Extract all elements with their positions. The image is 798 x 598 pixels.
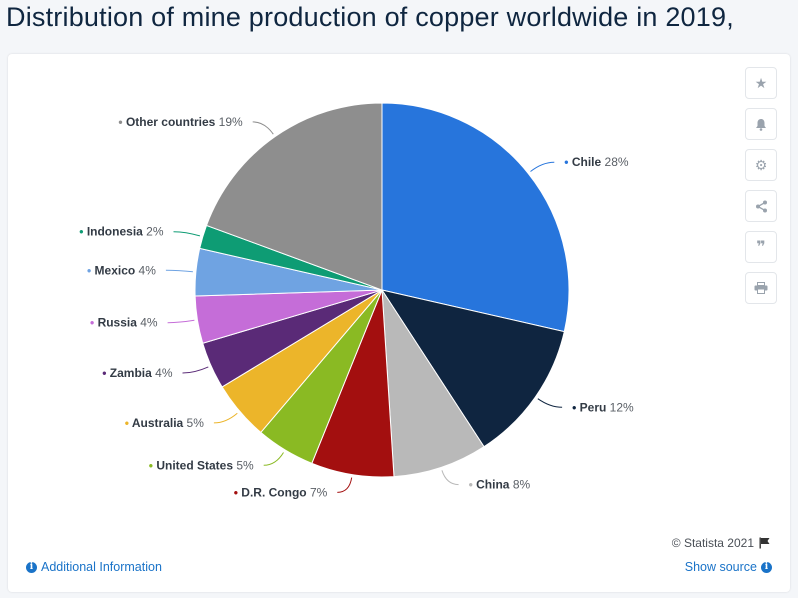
- label-name: United States: [156, 458, 236, 472]
- label-percent: 19%: [219, 115, 243, 129]
- print-button[interactable]: [745, 272, 777, 304]
- label-percent: 28%: [605, 155, 629, 169]
- info-icon: i: [26, 561, 37, 573]
- label-marker: •: [469, 478, 477, 492]
- label-marker: •: [564, 155, 572, 169]
- copyright: © Statista 2021: [672, 536, 770, 550]
- notification-button[interactable]: [745, 108, 777, 140]
- label-name: Chile: [572, 155, 605, 169]
- connector-line-zambia: [182, 366, 209, 374]
- label-name: China: [476, 478, 513, 492]
- label-percent: 5%: [236, 458, 254, 472]
- quote-icon: ❞: [756, 239, 766, 256]
- pie-slice-china[interactable]: [381, 288, 485, 478]
- print-icon: [754, 282, 768, 294]
- label-name: D.R. Congo: [241, 485, 310, 499]
- label-percent: 12%: [610, 400, 634, 414]
- bell-icon: [756, 118, 766, 131]
- pie-slice-peru[interactable]: [380, 289, 565, 448]
- chart-toolbar: ★ ⚙ ❞: [745, 67, 779, 313]
- label-marker: •: [87, 263, 95, 277]
- label-name: Russia: [98, 316, 141, 330]
- label-marker: •: [572, 400, 580, 414]
- label-percent: 7%: [310, 485, 328, 499]
- flag-icon[interactable]: [759, 537, 770, 549]
- label-marker: •: [149, 458, 157, 472]
- label-name: Other countries: [126, 115, 219, 129]
- data-label-other-countries: • Other countries 19%: [118, 115, 243, 129]
- label-percent: 5%: [187, 416, 205, 430]
- connector-line-peru: [537, 398, 563, 408]
- label-name: Peru: [580, 400, 610, 414]
- data-label-peru: • Peru 12%: [572, 400, 634, 414]
- connector-line-other-countries: [252, 121, 274, 135]
- label-name: Zambia: [110, 366, 155, 380]
- connector-line-china: [441, 470, 459, 486]
- connector-line-mexico: [165, 269, 193, 273]
- copyright-text: © Statista 2021: [671, 536, 754, 550]
- label-percent: 2%: [146, 225, 164, 239]
- label-percent: 4%: [140, 316, 158, 330]
- settings-button[interactable]: ⚙: [745, 149, 777, 181]
- share-icon: [755, 200, 767, 212]
- label-marker: •: [118, 115, 126, 129]
- favorite-button[interactable]: ★: [745, 67, 777, 99]
- connector-line-d-r-congo: [337, 477, 353, 493]
- show-source-link[interactable]: Show source i: [685, 560, 772, 574]
- data-label-chile: • Chile 28%: [564, 155, 629, 169]
- label-marker: •: [79, 225, 87, 239]
- connector-line-australia: [213, 412, 238, 424]
- pie-slices: [194, 102, 570, 478]
- label-name: Mexico: [95, 263, 139, 277]
- label-percent: 8%: [513, 478, 531, 492]
- show-source-label: Show source: [684, 560, 757, 574]
- label-marker: •: [234, 485, 242, 499]
- connector-line-united-states: [263, 452, 284, 466]
- connector-line-russia: [167, 319, 195, 324]
- additional-information-label: Additional Information: [41, 560, 162, 574]
- data-label-zambia: • Zambia 4%: [102, 366, 173, 380]
- label-marker: •: [125, 416, 132, 430]
- pie-labels: • Chile 28%• Peru 12%• China 8%• D.R. Co…: [79, 115, 634, 499]
- pie-slice-other-countries[interactable]: [205, 102, 383, 291]
- data-label-d-r-congo: • D.R. Congo 7%: [234, 485, 328, 499]
- pie-slice-chile[interactable]: [381, 102, 570, 333]
- cite-button[interactable]: ❞: [745, 231, 777, 263]
- share-button[interactable]: [745, 190, 777, 222]
- page-title: Distribution of mine production of coppe…: [6, 2, 734, 32]
- additional-information-link[interactable]: i Additional Information: [26, 560, 162, 574]
- data-label-australia: • Australia 5%: [125, 416, 204, 430]
- data-label-united-states: • United States 5%: [149, 458, 254, 472]
- gear-icon: ⚙: [754, 156, 768, 173]
- connector-line-chile: [530, 161, 555, 172]
- data-label-russia: • Russia 4%: [90, 316, 158, 330]
- chart-card: • Chile 28% • Peru 12% • China 8% • D.R. Co…: [8, 54, 790, 592]
- data-label-china: • China 8%: [469, 478, 531, 492]
- pie-chart: • Chile 28%• Peru 12%• China 8%• D.R. Co…: [79, 102, 634, 499]
- label-percent: 4%: [139, 263, 157, 277]
- connector-line-indonesia: [173, 231, 201, 237]
- star-icon: ★: [754, 74, 768, 91]
- label-marker: •: [102, 366, 110, 380]
- data-label-indonesia: • Indonesia 2%: [79, 225, 164, 239]
- label-marker: •: [90, 316, 98, 330]
- label-percent: 4%: [155, 366, 173, 380]
- label-name: Australia: [132, 416, 187, 430]
- data-label-mexico: • Mexico 4%: [87, 263, 156, 277]
- label-name: Indonesia: [87, 225, 146, 239]
- info-icon: i: [761, 561, 772, 573]
